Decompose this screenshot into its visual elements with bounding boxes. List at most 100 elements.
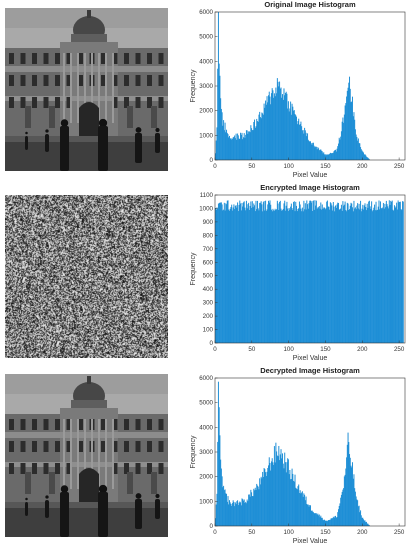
histogram-bar — [219, 435, 221, 526]
histogram-bar — [318, 148, 320, 160]
histogram-bar — [361, 150, 363, 160]
histogram-bar — [315, 513, 317, 526]
histogram-bar — [216, 493, 218, 526]
histogram-bar — [289, 469, 291, 526]
histogram-bar — [220, 202, 222, 343]
histogram-bar — [318, 150, 320, 160]
histogram-bar — [296, 124, 298, 160]
histogram-bar — [343, 488, 345, 526]
histogram-bar — [287, 458, 289, 526]
histogram-bar — [241, 132, 243, 160]
histogram-bar — [267, 204, 269, 343]
histogram-bar — [237, 211, 239, 343]
histogram-bar — [288, 208, 290, 343]
histogram-bar — [283, 468, 285, 526]
histogram-bar — [301, 207, 303, 343]
x-axis-label: Pixel Value — [293, 172, 328, 179]
histogram-bar — [363, 209, 365, 343]
histogram-bar — [293, 201, 295, 343]
histogram-bar — [340, 208, 342, 343]
original-histogram: Original Image Histogram 0 1000 2000 3000 400… — [185, 0, 411, 182]
histogram-bar — [295, 487, 297, 526]
histogram-bar — [231, 505, 233, 526]
histogram-bar — [387, 206, 389, 343]
histogram-bar — [305, 132, 307, 160]
histogram-bar — [323, 207, 325, 343]
histogram-bar — [353, 200, 355, 343]
histogram-bar — [304, 209, 306, 343]
histogram-bar — [271, 211, 273, 343]
histogram-bar — [357, 138, 359, 160]
arch-entrance — [79, 102, 99, 138]
histogram-bar — [342, 489, 344, 526]
histogram-bar — [223, 130, 225, 160]
histogram-bar — [305, 209, 307, 343]
encrypted-histogram: Encrypted Image Histogram 0 100 200 300 400 50… — [185, 183, 411, 365]
histogram-bar — [276, 93, 278, 160]
histogram-bar — [273, 210, 275, 343]
histogram-bar — [251, 201, 253, 343]
histogram-bar — [239, 138, 241, 160]
histogram-bar — [231, 210, 233, 343]
histogram-bar — [268, 465, 270, 526]
histogram-bar — [253, 203, 255, 343]
histogram-bar — [287, 208, 289, 343]
histogram-bar — [254, 487, 256, 526]
histogram-bar — [223, 202, 225, 343]
histogram-bar — [364, 154, 366, 160]
histogram-bar — [309, 200, 311, 343]
histogram-bar — [223, 490, 225, 526]
histogram-bar — [318, 515, 320, 526]
histogram-bar — [253, 488, 255, 526]
histogram-bar — [234, 135, 236, 160]
histogram-bar — [358, 505, 360, 526]
histogram-bar — [324, 154, 326, 160]
histogram-bar — [272, 208, 274, 343]
histogram-bar — [263, 103, 265, 160]
x-tick-label: 0 — [213, 346, 217, 353]
histogram-bar — [332, 518, 334, 526]
histogram-bar — [363, 205, 365, 343]
histogram-bar — [286, 93, 288, 160]
histogram-bar — [315, 205, 317, 343]
histogram-bar — [270, 470, 272, 526]
histogram-bar — [245, 210, 247, 343]
histogram-bar — [328, 206, 330, 343]
histogram-bar — [319, 517, 321, 526]
histogram-bar — [251, 128, 253, 160]
histogram-bar — [241, 498, 243, 526]
histogram-bar — [284, 92, 286, 160]
histogram-bar — [337, 509, 339, 526]
histogram-bar — [394, 207, 396, 343]
histogram-bar — [401, 210, 403, 343]
histogram-bar — [261, 478, 263, 526]
histogram-bar — [222, 125, 224, 160]
histogram-bar — [221, 112, 223, 160]
plot-frame — [214, 194, 406, 344]
histogram-bar — [226, 129, 228, 160]
histogram-bar — [277, 456, 279, 526]
histogram-bar — [385, 200, 387, 343]
histogram-bar — [260, 118, 262, 160]
y-tick-label: 500 — [203, 273, 214, 280]
histogram-bar — [343, 122, 345, 160]
histogram-bar — [290, 114, 292, 160]
histogram-bar — [292, 473, 294, 526]
histogram-bar — [311, 144, 313, 160]
histogram-bar — [319, 149, 321, 160]
histogram-bar — [256, 121, 258, 160]
histogram-bar — [318, 514, 320, 526]
histogram-bar — [256, 209, 258, 343]
histogram-bar — [280, 449, 282, 526]
histogram-bar — [262, 202, 264, 343]
histogram-bar — [356, 136, 358, 160]
histogram-bar — [365, 155, 367, 160]
histogram-bar — [352, 211, 354, 343]
histogram-bar — [311, 200, 313, 343]
histogram-bar — [331, 153, 333, 160]
histogram-bar — [337, 202, 339, 343]
histogram-bar — [354, 208, 356, 343]
histogram-bar — [267, 102, 269, 160]
histogram-bar — [240, 134, 242, 160]
histogram-bar — [237, 505, 239, 526]
